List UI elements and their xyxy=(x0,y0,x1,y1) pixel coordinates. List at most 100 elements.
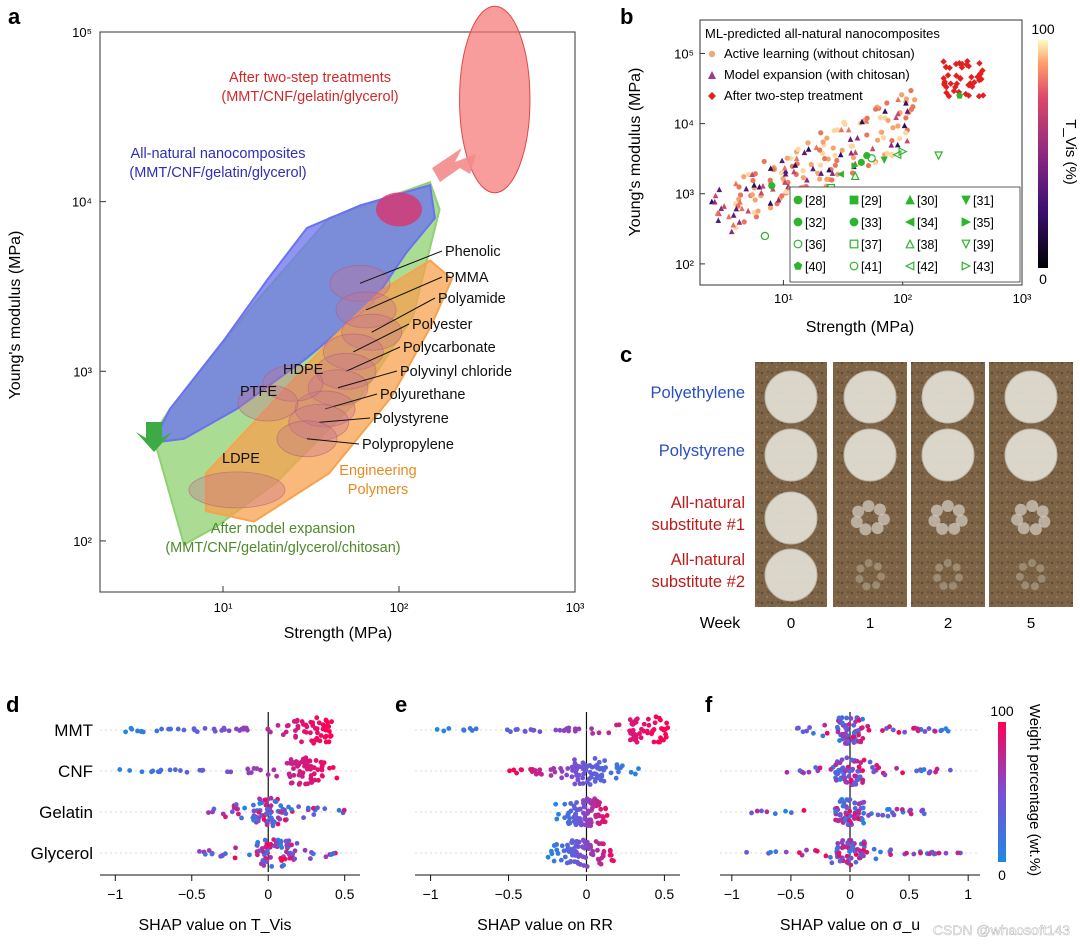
ref-legend-marker xyxy=(961,261,972,271)
panel-c-sample-fragment xyxy=(1011,513,1024,526)
shapD-shap-point xyxy=(226,728,232,734)
shapE-shap-point xyxy=(548,773,554,778)
shapD-shap-point xyxy=(139,769,145,775)
shapD-shap-point xyxy=(242,805,248,811)
shapD-shap-point xyxy=(312,737,318,743)
region-label-all-natural-nanocomposites: All-natural nanocomposites xyxy=(131,146,306,162)
model-expansion-point xyxy=(743,185,750,192)
shapD-shap-point xyxy=(248,770,254,775)
shapD-shap-point xyxy=(264,822,270,828)
shapF-shap-point xyxy=(824,730,830,736)
shapE-shap-point xyxy=(557,727,563,733)
shapE-shap-point xyxy=(641,728,647,734)
shapD-shap-point xyxy=(295,763,300,769)
panel-c-sample-fragment xyxy=(941,500,954,513)
watermark: CSDN @whaosoft143 xyxy=(933,922,1070,938)
shapF-shap-point xyxy=(843,731,848,737)
shapF-shap-point xyxy=(880,812,886,818)
shapF-shap-point xyxy=(856,855,862,861)
shapE-shap-point xyxy=(599,818,605,824)
shapE-shap-point xyxy=(614,765,620,771)
active-learning-point xyxy=(820,139,826,145)
ref-legend-marker xyxy=(904,261,915,271)
shapF-shap-point xyxy=(852,805,858,811)
model-expansion-point xyxy=(863,117,870,124)
shapD-shap-point xyxy=(323,733,329,739)
panel-f-colorbar-min: 0 xyxy=(998,867,1006,883)
panel-c-sample-fragment xyxy=(1037,574,1046,583)
shapF-shap-point xyxy=(828,767,834,772)
shapE-shap-point xyxy=(580,775,586,781)
active-learning-point xyxy=(830,145,836,151)
panel-c-sample-disc xyxy=(764,370,818,424)
shapF-shap-point xyxy=(850,734,856,740)
shapE-shap-point xyxy=(582,822,588,828)
panel-f-colorbar-label: Weight percentage (wt.%) xyxy=(1026,704,1043,876)
region-label-after-two-step-treatments: (MMT/CNF/gelatin/glycerol) xyxy=(221,89,398,105)
shapD-shap-point xyxy=(292,856,298,862)
shapD-shap-point xyxy=(294,840,300,846)
shapD-shap-point xyxy=(268,795,274,801)
shapE-shap-point xyxy=(587,782,593,787)
shapF-shap-point xyxy=(846,798,852,803)
panel-a-chart: After model expansion (MMT/CNF/gelatin/gl… xyxy=(7,5,585,642)
model-expansion-point xyxy=(775,196,782,203)
panel-e-chart: −1 −0.5 0 0.5 xyxy=(415,712,680,902)
shapE-shap-point xyxy=(595,847,600,853)
shapE-shap-point xyxy=(584,864,590,869)
shapE-shap-point xyxy=(651,739,657,745)
shapD-shap-point xyxy=(284,760,290,766)
shapD-shap-point xyxy=(241,725,247,731)
shapF-shap-point xyxy=(814,848,820,854)
active-learning-point xyxy=(889,137,895,144)
active-learning-point xyxy=(890,125,896,131)
shapD-shap-point xyxy=(315,767,321,773)
panel-c-sample-fragment xyxy=(948,581,957,590)
shapF-shap-point xyxy=(754,808,760,814)
shapF-shap-point xyxy=(894,806,900,812)
shapD-shap-point xyxy=(311,771,317,777)
shapF-shap-point xyxy=(848,716,854,721)
shapF-xtick-label: 1 xyxy=(964,886,972,902)
shapE-shap-point xyxy=(598,777,604,783)
shapD-shap-point xyxy=(197,849,202,854)
material-label-polycarbonate: Polycarbonate xyxy=(403,340,496,356)
active-learning-point xyxy=(903,96,909,102)
active-learning-point xyxy=(877,114,883,121)
material-leader-polyvinyl-chloride xyxy=(337,370,398,389)
shapE-shap-point xyxy=(556,811,561,817)
ref-legend-marker xyxy=(849,239,859,249)
panel-b-colorbar xyxy=(1038,40,1048,268)
shapE-shap-point xyxy=(645,716,651,722)
two-step-point xyxy=(971,79,978,86)
panel-c-sample-fragment xyxy=(862,582,871,591)
active-learning-point xyxy=(824,176,830,182)
model-expansion-point xyxy=(852,149,859,155)
shapD-shap-point xyxy=(299,719,305,724)
panel-c-sample-disc xyxy=(921,428,975,482)
panel-b-colorbar-min: 0 xyxy=(1039,271,1047,287)
ref-legend-marker xyxy=(793,217,803,227)
ref-legend-label: [34] xyxy=(917,216,938,230)
material-label-polypropylene: Polypropylene xyxy=(362,437,454,453)
ref-legend-label: [31] xyxy=(973,194,994,208)
shapF-shap-point xyxy=(899,807,905,812)
model-expansion-point xyxy=(904,108,911,114)
model-expansion-point xyxy=(895,96,901,103)
shapD-shap-point xyxy=(264,848,270,853)
panel-a-xtick-label: 10³ xyxy=(566,600,585,615)
region-label-after-two-step-treatments: After two-step treatments xyxy=(229,70,391,86)
shapF-shap-point xyxy=(773,849,779,855)
shapE-xtick-label: 0.5 xyxy=(655,886,675,902)
ref-legend-marker xyxy=(849,217,859,227)
shapE-shap-point xyxy=(581,804,587,810)
shapF-shap-point xyxy=(806,769,812,775)
panel-c-sample-fragment xyxy=(877,572,886,581)
material-leader-polyamide xyxy=(371,297,436,333)
shapF-shap-point xyxy=(744,849,749,855)
two-step-point xyxy=(946,64,953,72)
panel-c-sample-fragment xyxy=(954,573,963,582)
shapF-shap-point xyxy=(829,860,835,866)
shapE-shap-point xyxy=(616,722,622,728)
model-expansion-point xyxy=(882,108,888,114)
